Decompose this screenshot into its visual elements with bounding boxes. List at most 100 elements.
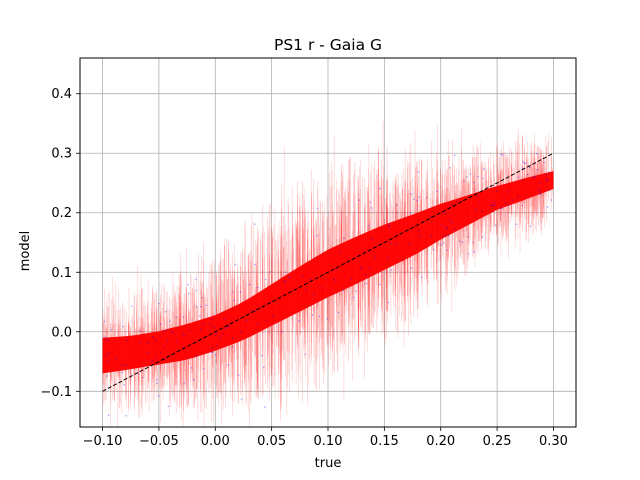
data-point [313, 293, 316, 296]
data-point [507, 191, 510, 193]
data-point [305, 288, 308, 291]
data-point [199, 328, 202, 331]
data-point [240, 331, 242, 333]
data-point [540, 193, 542, 196]
data-point [453, 228, 456, 230]
y-tick-label: 0.2 [51, 206, 72, 221]
x-tick-label: −0.10 [83, 434, 123, 449]
data-point [446, 249, 448, 252]
data-point [501, 154, 504, 156]
data-point [511, 199, 514, 201]
data-point [188, 292, 190, 295]
data-point [548, 171, 551, 174]
data-point [284, 271, 287, 274]
data-point [147, 342, 149, 345]
y-tick-label: −0.1 [40, 385, 72, 400]
data-point [436, 190, 438, 193]
data-point [500, 207, 503, 210]
data-point [265, 319, 268, 322]
data-point [343, 237, 345, 239]
data-point [173, 331, 175, 334]
data-point [388, 225, 390, 227]
data-point [333, 278, 335, 280]
data-point [394, 243, 396, 246]
data-point [495, 190, 498, 192]
data-point [473, 181, 475, 184]
data-point [269, 271, 271, 273]
data-point [387, 301, 390, 304]
data-point [335, 280, 337, 282]
data-point [493, 204, 495, 207]
data-point [374, 256, 376, 259]
data-point [201, 297, 204, 299]
data-point [155, 356, 157, 359]
data-point [342, 289, 345, 292]
data-point [523, 162, 525, 164]
data-point [139, 329, 141, 332]
data-point [536, 188, 539, 190]
x-tick-label: 0.05 [257, 434, 286, 449]
data-point [160, 351, 162, 354]
data-point [536, 168, 539, 171]
data-point [459, 240, 461, 243]
data-point [550, 199, 553, 201]
data-point [281, 330, 283, 333]
data-point [159, 323, 162, 325]
data-point [227, 364, 230, 366]
data-point [546, 179, 549, 181]
data-point [183, 382, 185, 385]
data-point [449, 218, 451, 221]
data-point [216, 344, 218, 347]
data-point [528, 166, 531, 169]
data-point [234, 263, 237, 266]
data-point [147, 351, 150, 354]
data-point [546, 206, 549, 208]
data-point [164, 310, 167, 313]
data-point [193, 378, 195, 381]
data-point [195, 278, 197, 281]
data-point [445, 212, 447, 214]
data-point [125, 363, 128, 366]
y-axis-label: model [18, 231, 33, 271]
data-point [219, 337, 221, 340]
data-point [199, 315, 201, 317]
data-point [339, 252, 342, 254]
data-point [211, 351, 214, 353]
data-point [121, 364, 124, 366]
x-tick-label: 0.25 [483, 434, 512, 449]
data-point [396, 204, 398, 207]
data-point [264, 278, 267, 281]
data-point [287, 276, 290, 279]
x-tick-label: 0.15 [370, 434, 399, 449]
data-point [390, 269, 392, 271]
data-point [157, 394, 160, 397]
x-tick-label: −0.05 [139, 434, 179, 449]
data-point [371, 207, 373, 209]
x-tick-label: 0.00 [201, 434, 230, 449]
data-point [316, 234, 318, 237]
x-axis: −0.10 −0.05 0.00 0.05 0.10 0.15 0.20 0.25 0.30 [83, 427, 568, 449]
data-point [365, 282, 368, 285]
data-point [538, 190, 541, 192]
data-point [154, 339, 157, 341]
data-point [105, 339, 108, 341]
x-tick-label: 0.30 [539, 434, 568, 449]
data-point [175, 316, 177, 318]
data-point [543, 161, 545, 163]
data-point [466, 175, 468, 178]
data-point [106, 361, 109, 364]
data-point [521, 167, 524, 170]
y-tick-label: 0.4 [51, 87, 72, 102]
y-axis: −0.1 0.0 0.1 0.2 0.3 0.4 [40, 87, 80, 400]
data-point [311, 314, 314, 316]
data-point [355, 290, 357, 292]
data-point [183, 334, 185, 337]
data-point [110, 328, 113, 331]
data-point [121, 371, 123, 374]
data-point [535, 152, 538, 155]
data-point [417, 171, 420, 173]
data-point [478, 201, 481, 204]
data-point [115, 357, 117, 360]
data-point [169, 320, 171, 322]
